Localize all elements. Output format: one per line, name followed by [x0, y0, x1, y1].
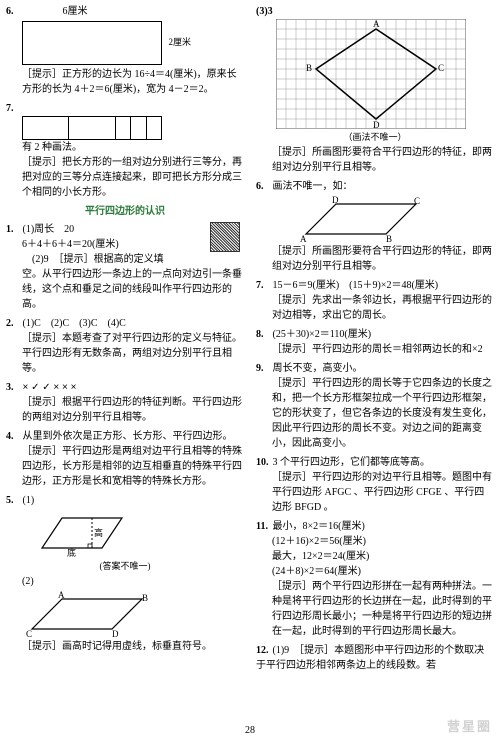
- p5-parallelogram-2: A B C D: [22, 589, 162, 639]
- p1-b: (2)9 ［提示］根据高的定义填: [6, 252, 244, 267]
- r9: 9. 周长不变，高变小。 ［提示］平行四边形的周长等于它四条边的长度之和，把一个…: [256, 361, 494, 451]
- watermark: 营星圈: [447, 717, 492, 737]
- q6-num: 6.: [6, 4, 20, 19]
- r9-num: 9.: [256, 361, 270, 376]
- p5-height-label-1: 高: [94, 527, 103, 538]
- r7-num: 7.: [256, 278, 270, 293]
- r11-hint: ［提示］两个平行四边形拼在一起有两种拼法。一种是将平行四边形的长边拼在一起，此时…: [256, 579, 494, 639]
- r3-caption: （画法不唯一）: [256, 131, 494, 145]
- p5-num: 5.: [6, 493, 20, 508]
- r9-hint: ［提示］平行四边形的周长等于它四条边的长度之和，把一个长方形框架拉成一个平行四边…: [256, 376, 494, 451]
- q6-rectangle: 2厘米: [22, 21, 162, 65]
- r3: (3)3 A B C D （画法不唯一） ［提示］所画图形要符合平行四边形的特征…: [256, 4, 494, 175]
- r12-a: (1)9 ［提示］本题图形中平行四边形的个数取决于平行四边形相邻两条边上的线段数…: [256, 645, 484, 671]
- r11-d: (24＋8)×2＝64(厘米): [256, 564, 494, 579]
- r8-a: (25＋30)×2＝110(厘米): [273, 329, 372, 340]
- svg-text:B: B: [142, 593, 148, 603]
- svg-text:C: C: [414, 196, 420, 206]
- r6-num: 6.: [256, 179, 270, 194]
- q6-right-label: 2厘米: [168, 36, 191, 50]
- p3: 3. × ✓ ✓ × × × ［提示］根据平行四边形的特征判断。平行四边形的两组…: [6, 380, 244, 425]
- svg-text:D: D: [332, 195, 339, 205]
- r3-num: (3)3: [256, 4, 284, 19]
- p1-a: (1)周长 20: [23, 224, 75, 235]
- r8: 8. (25＋30)×2＝110(厘米) ［提示］平行四边形的周长＝相邻两边长的…: [256, 327, 494, 357]
- p3-num: 3.: [6, 380, 20, 395]
- r11: 11. 最小，8×2＝16(厘米) (12＋16)×2＝56(厘米) 最大，12…: [256, 519, 494, 639]
- r10-hint: ［提示］平行四边形的对边平行且相等。题图中有平行四边形 AFGC 、平行四边形 …: [256, 470, 494, 515]
- r6: 6. 画法不唯一，如： A B C D ［提示］所画图形要符合平行四边形的特征，…: [256, 179, 494, 274]
- p5-a: (1): [23, 495, 35, 506]
- p5-hint: ［提示］画高时记得用虚线，标垂直符号。: [6, 639, 244, 654]
- r12: 12. (1)9 ［提示］本题图形中平行四边形的个数取决于平行四边形相邻两条边上…: [256, 643, 494, 673]
- r8-num: 8.: [256, 327, 270, 342]
- q7-split-diagram: [22, 116, 162, 140]
- p4: 4. 从里到外依次是正方形、长方形、平行四边形。 ［提示］平行四边形是两组对边平…: [6, 429, 244, 489]
- q7-hint: ［提示］把长方形的一组对边分别进行三等分，再把对应的三等分点连接起来，即可把长方…: [6, 155, 244, 200]
- p3-hint: ［提示］根据平行四边形的特征判断。平行四边形的两组对边分别平行且相等。: [6, 395, 244, 425]
- svg-text:D: D: [373, 120, 380, 129]
- svg-text:A: A: [300, 234, 307, 244]
- p3-a: × ✓ ✓ × × ×: [23, 382, 77, 393]
- p5-parallelogram-1: 高 底: [22, 508, 142, 558]
- r10-num: 10.: [256, 455, 270, 470]
- svg-text:A: A: [58, 590, 65, 600]
- p1-b2: 空。从平行四边形一条边上的一点向对边引一条垂线，这个点和垂足之间的线段叫作平行四…: [6, 267, 244, 312]
- r6-a: 画法不唯一，如：: [273, 181, 353, 192]
- p1-num: 1.: [6, 222, 20, 237]
- q6-hint: ［提示］正方形的边长为 16÷4＝4(厘米)，原来长方形的长为 4＋2＝6(厘米…: [6, 67, 244, 97]
- svg-text:B: B: [306, 63, 312, 73]
- q7-line1: 有 2 种画法。: [6, 140, 244, 155]
- p2-a: (1)C (2)C (3)C (4)C: [23, 318, 126, 329]
- svg-text:D: D: [112, 629, 119, 639]
- qr-code-icon: [210, 222, 240, 252]
- svg-text:A: A: [373, 19, 380, 29]
- p2: 2. (1)C (2)C (3)C (4)C ［提示］本题考查了对平行四边形的定…: [6, 316, 244, 376]
- page-number: 28: [0, 723, 500, 738]
- r11-num: 11.: [256, 519, 270, 534]
- r7: 7. 15－6＝9(厘米) (15＋9)×2＝48(厘米) ［提示］先求出一条邻…: [256, 278, 494, 323]
- p2-num: 2.: [6, 316, 20, 331]
- p2-hint: ［提示］本题考查了对平行四边形的定义与特征。平行四边形有无数条高，两组对边分别平…: [6, 331, 244, 376]
- q6: 6. 6厘米 2厘米 ［提示］正方形的边长为 16÷4＝4(厘米)，原来长方形的…: [6, 4, 244, 97]
- r9-a: 周长不变，高变小。: [273, 363, 363, 374]
- r7-a: 15－6＝9(厘米) (15＋9)×2＝48(厘米): [273, 280, 439, 291]
- r7-hint: ［提示］先求出一条邻边长，再根据平行四边形的对边相等，求出它的周长。: [256, 293, 494, 323]
- p1: 1. (1)周长 20 6＋4＋6＋4＝20(厘米) (2)9 ［提示］根据高的…: [6, 222, 244, 312]
- p1-c: 6＋4＋6＋4＝20(厘米): [6, 237, 244, 252]
- r6-parallelogram: A B C D: [296, 194, 426, 244]
- r11-c: 最大，12×2＝24(厘米): [256, 549, 494, 564]
- r8-hint: ［提示］平行四边形的周长＝相邻两边长的和×2: [256, 342, 494, 357]
- svg-text:C: C: [26, 629, 32, 639]
- r11-b: (12＋16)×2＝56(厘米): [256, 534, 494, 549]
- svg-text:C: C: [438, 63, 444, 73]
- p4-hint: ［提示］平行四边形是两组对边平行且相等的特殊四边形，长方形是相邻的边互相垂直的特…: [6, 444, 244, 489]
- p5-b: (2): [6, 574, 244, 589]
- r6-hint: ［提示］所画图形要符合平行四边形的特征，即两组对边分别平行且相等。: [256, 244, 494, 274]
- r12-num: 12.: [256, 643, 270, 658]
- r10: 10. 3 个平行四边形，它们都等底等高。 ［提示］平行四边形的对边平行且相等。…: [256, 455, 494, 515]
- q7-num: 7.: [6, 101, 20, 116]
- q7: 7. 有 2 种画法。 ［提示］把长方形的一组对边分别进行三等分，再把对应的三等…: [6, 101, 244, 200]
- p4-num: 4.: [6, 429, 20, 444]
- section-title: 平行四边形的认识: [6, 204, 244, 219]
- p5-base-label-1: 底: [67, 547, 76, 558]
- svg-text:B: B: [386, 234, 392, 244]
- r10-a: 3 个平行四边形，它们都等底等高。: [273, 457, 431, 468]
- r11-a: 最小，8×2＝16(厘米): [273, 521, 365, 532]
- r3-grid-diagram: A B C D: [276, 19, 466, 129]
- q6-top-label: 6厘米: [63, 6, 88, 17]
- r3-hint: ［提示］所画图形要符合平行四边形的特征，即两组对边分别平行且相等。: [256, 145, 494, 175]
- p4-a: 从里到外依次是正方形、长方形、平行四边形。: [23, 431, 233, 442]
- p5-caption-1: (答案不唯一): [6, 560, 244, 574]
- p5: 5. (1) 高 底 (答案不唯一) (2) A B C D ［提示］画高时记得…: [6, 493, 244, 654]
